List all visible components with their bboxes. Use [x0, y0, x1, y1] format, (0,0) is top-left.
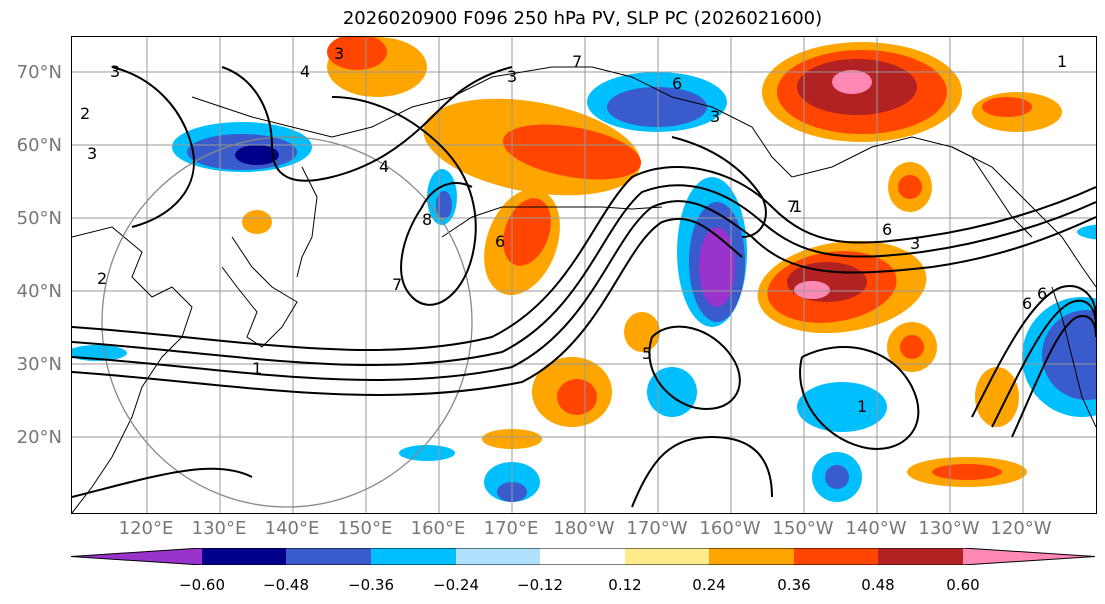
contour-label: 3 — [507, 67, 517, 86]
anomaly-blob — [975, 367, 1019, 427]
lat-label: 30°N — [16, 354, 62, 375]
lon-label: 160°W — [699, 518, 761, 539]
anomaly-blob — [797, 382, 887, 432]
lon-label: 130°E — [191, 518, 247, 539]
contour-label: 4 — [300, 62, 310, 81]
contour-label: 6 — [882, 220, 892, 239]
lat-label: 50°N — [16, 208, 62, 229]
contour-label: 1 — [792, 197, 802, 216]
colorbar-segment — [202, 548, 286, 565]
contour-label: 8 — [422, 210, 432, 229]
anomaly-blob — [1077, 224, 1096, 240]
anomaly-blob — [832, 70, 872, 94]
lon-label: 160°E — [410, 518, 466, 539]
anomaly-blob — [557, 379, 597, 415]
colorbar-tick-label: −0.60 — [179, 576, 225, 594]
anomaly-blob — [900, 335, 924, 359]
anomaly-blob — [932, 464, 1002, 480]
contour-label: 1 — [857, 397, 867, 416]
contour-label: 1 — [252, 359, 262, 378]
contour-labels: 3 4 3 2 3 4 8 6 7 6 3 6 1 2 1 7 3 6 3 1 … — [80, 44, 1067, 416]
lon-label: 150°E — [337, 518, 393, 539]
colorbar-segment — [71, 548, 202, 565]
colorbar — [71, 548, 1095, 565]
anomaly-blob — [503, 198, 551, 266]
contour-label: 3 — [334, 44, 344, 63]
contour-label: 3 — [110, 62, 120, 81]
colorbar-segment — [963, 548, 1095, 565]
lon-label: 120°W — [990, 518, 1052, 539]
lon-label: 180°W — [553, 518, 615, 539]
colorbar-segment — [625, 548, 709, 565]
lon-label: 170°W — [626, 518, 688, 539]
contour-label: 6 — [495, 232, 505, 251]
lat-label: 40°N — [16, 281, 62, 302]
lon-label: 140°W — [845, 518, 907, 539]
colorbar-tick-label: −0.12 — [517, 576, 563, 594]
slp-contours — [72, 66, 1096, 508]
colorbar-tick-label: 0.60 — [946, 576, 980, 594]
range-circle — [101, 136, 473, 508]
anomaly-blob — [699, 227, 735, 307]
map-panel: 3 4 3 2 3 4 8 6 7 6 3 6 1 2 1 7 3 6 3 1 … — [71, 36, 1097, 514]
colorbar-segment — [794, 548, 878, 565]
graticule — [72, 37, 1096, 513]
colorbar-segment — [371, 548, 456, 565]
contour-label: 3 — [910, 234, 920, 253]
contour-label: 2 — [97, 269, 107, 288]
anomaly-blob — [242, 210, 272, 234]
colorbar-tick-label: 0.36 — [777, 576, 811, 594]
contour-label: 7 — [787, 197, 797, 216]
lat-label: 70°N — [16, 62, 62, 83]
contour-label: 1 — [1057, 52, 1067, 71]
contour-label: 3 — [710, 107, 720, 126]
contour-label: 4 — [379, 157, 389, 176]
contour-label: 7 — [572, 52, 582, 71]
colorbar-segment — [540, 548, 625, 565]
colorbar-tick-label: 0.24 — [692, 576, 726, 594]
contour-label: 3 — [87, 144, 97, 163]
colorbar-tick-label: −0.48 — [263, 576, 309, 594]
colorbar-segment — [709, 548, 794, 565]
lon-label: 170°E — [483, 518, 539, 539]
anomaly-blob — [982, 97, 1032, 117]
anomaly-blob — [898, 175, 922, 199]
lon-label: 140°E — [264, 518, 320, 539]
contour-label: 6 — [672, 74, 682, 93]
colorbar-tick-label: −0.24 — [433, 576, 479, 594]
contour-label: 6 — [1022, 294, 1032, 313]
contour-label: 6 — [1037, 284, 1047, 303]
lat-label: 60°N — [16, 135, 62, 156]
pv-anomaly-shading — [72, 37, 1096, 502]
lat-label: 20°N — [16, 427, 62, 448]
contour-label: 5 — [642, 344, 652, 363]
colorbar-segment — [878, 548, 963, 565]
colorbar-tick-label: 0.12 — [608, 576, 642, 594]
contour-label: 7 — [392, 275, 402, 294]
colorbar-tick-label: 0.48 — [861, 576, 895, 594]
anomaly-blob — [1042, 310, 1096, 400]
anomaly-blob — [794, 281, 830, 299]
anomaly-blob — [436, 191, 452, 219]
anomaly-blob — [399, 445, 455, 461]
anomaly-blob — [607, 87, 707, 127]
anomaly-blob — [502, 124, 642, 180]
map-title: 2026020900 F096 250 hPa PV, SLP PC (2026… — [342, 8, 823, 29]
lon-label: 130°W — [918, 518, 980, 539]
anomaly-blob — [327, 37, 387, 70]
lon-label: 150°W — [772, 518, 834, 539]
map-canvas: 3 4 3 2 3 4 8 6 7 6 3 6 1 2 1 7 3 6 3 1 … — [72, 37, 1096, 513]
anomaly-blob — [825, 465, 849, 489]
contour-label: 2 — [80, 104, 90, 123]
anomaly-blob — [235, 145, 279, 165]
colorbar-segment — [286, 548, 371, 565]
colorbar-tick-label: −0.36 — [348, 576, 394, 594]
colorbar-segment — [456, 548, 540, 565]
lon-label: 120°E — [118, 518, 174, 539]
